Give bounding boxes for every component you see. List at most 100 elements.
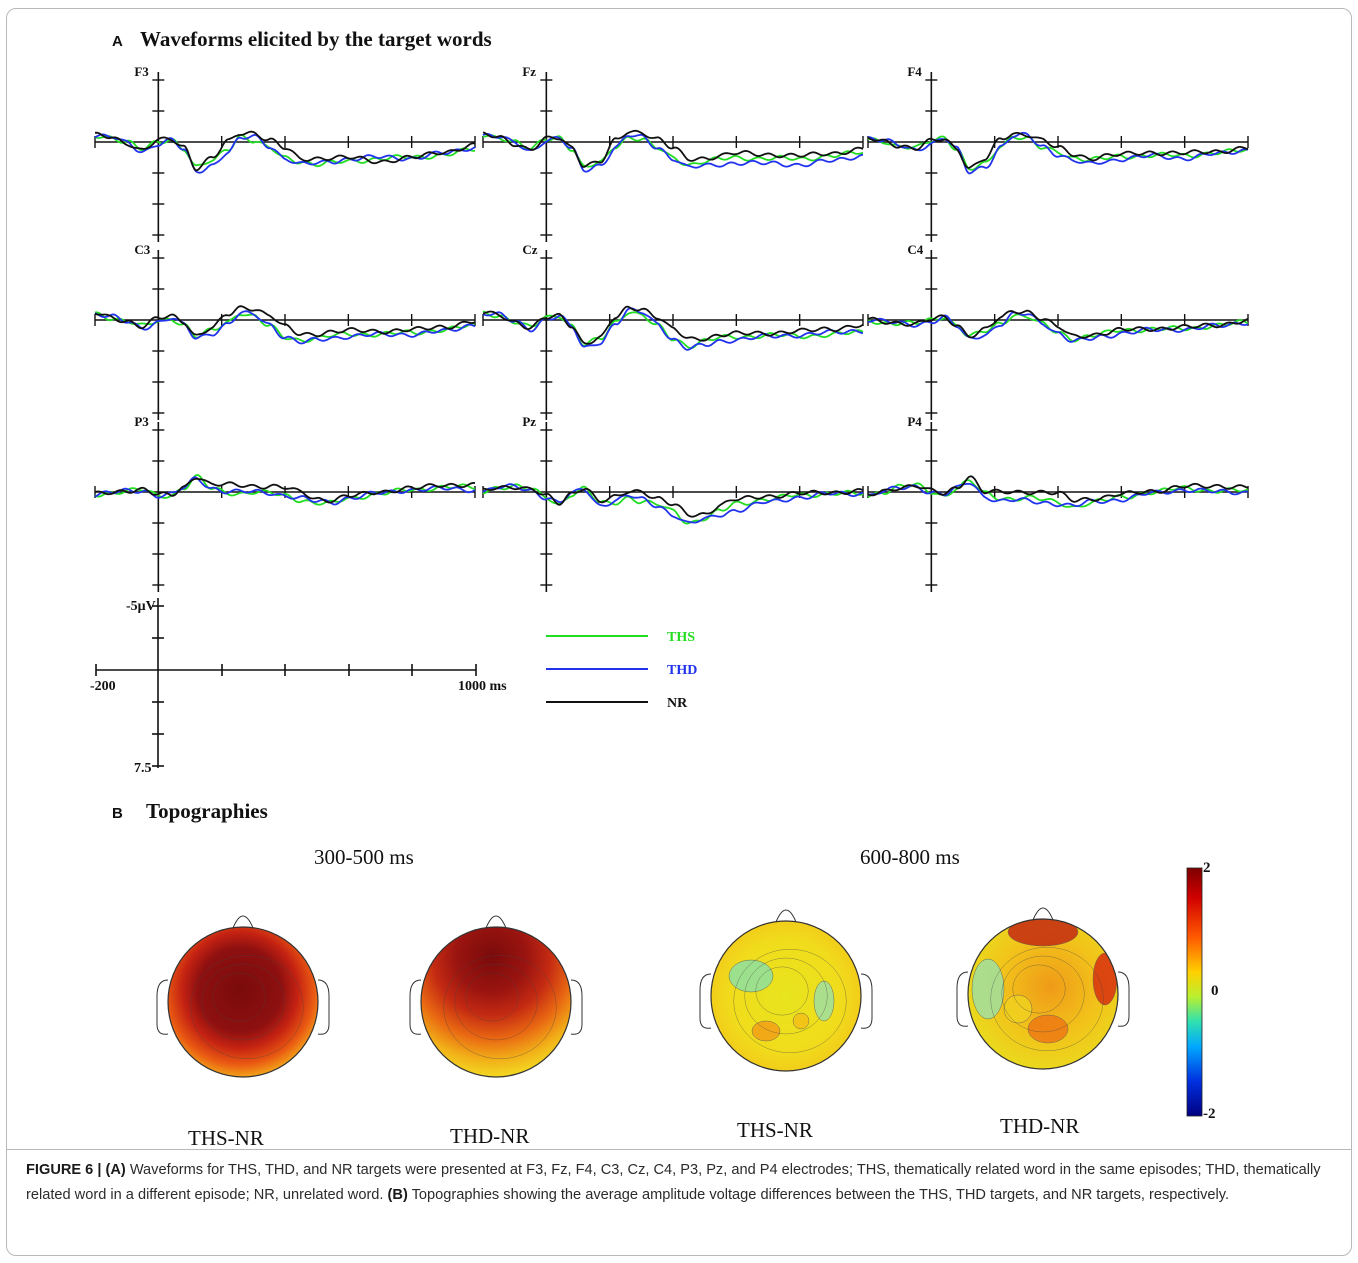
caption-b-tag: (B) [387,1187,408,1203]
legend-label-ths: THS [667,630,695,645]
waveform-grid: F3 Fz F4 C3 Cz C4 P3 Pz P4 [94,64,1249,592]
contour-line [201,963,285,1041]
electrode-plot-f3: F3 [94,64,476,242]
contour-line [190,955,304,1059]
waveform-ths [867,479,1249,508]
waveform-ths [94,474,476,506]
scale-left-label: -200 [90,679,116,694]
contour-region [971,958,1005,1020]
electrode-plot-c4: C4 [867,242,1249,420]
contour-line [1012,964,1066,1014]
window-label-early: 300-500 ms [314,845,414,869]
contour-line [443,955,557,1059]
electrode-plot-p4: P4 [867,414,1249,592]
figure-caption: FIGURE 6 | (A) Waveforms for THS, THD, a… [26,1158,1334,1208]
electrode-label: P3 [134,414,149,429]
topography-head-4 [956,907,1130,1070]
figure-canvas: A Waveforms elicited by the target words… [90,27,1249,1145]
right-ear [570,979,583,1035]
panel-a-letter: A [112,33,123,50]
right-ear [860,973,873,1029]
contour-region [1092,952,1118,1006]
map-label-4: THD-NR [1000,1114,1079,1138]
waveform-nr [867,475,1249,503]
contour-line [733,949,847,1053]
waveform-thd [867,131,1249,175]
waveform-ths [482,134,864,168]
waveform-thd [867,483,1249,508]
waveform-nr [482,129,864,168]
legend: THS THD NR [546,630,697,711]
scalp-map [968,919,1118,1069]
nose [232,915,254,929]
scalp-outline [967,918,1119,1070]
scalp-map [711,921,861,1071]
waveform-nr [482,485,864,518]
contour-line [454,963,538,1041]
electrode-plot-f4: F4 [867,64,1249,242]
electrode-label: F4 [907,64,922,79]
panel-b-letter: B [112,805,123,822]
waveform-nr [94,130,476,172]
left-ear [699,973,712,1029]
map-label-3: THS-NR [737,1118,813,1142]
electrode-label: C3 [134,242,150,257]
waveform-thd [482,483,864,524]
topography-maps [156,907,1130,1078]
contour-region [1027,1014,1069,1044]
contour-line [990,947,1104,1051]
electrode-label: P4 [907,414,922,429]
scalp-outline [167,926,319,1078]
waveform-nr [94,305,476,338]
waveform-nr [867,309,1249,339]
left-ear [409,979,422,1035]
colorbar-min: -2 [1203,1106,1216,1122]
contour-line [1001,955,1085,1033]
colorbar-max: 2 [1203,860,1211,876]
caption-a-text: Waveforms for THS, THD, and NR targets w… [26,1162,1321,1203]
contour-region [751,1020,781,1042]
electrode-plot-fz: Fz [482,64,864,242]
nose [775,909,797,923]
left-ear [156,979,169,1035]
contour-region [1003,994,1033,1024]
panel-a-title: Waveforms elicited by the target words [140,27,492,51]
contour-line [755,966,809,1016]
electrode-label: Fz [522,64,536,79]
topography-head-2 [409,915,583,1078]
electrode-plot-p3: P3 [94,414,476,592]
nose [485,915,507,929]
scalp-outline [710,920,862,1072]
electrode-plot-c3: C3 [94,242,476,420]
contour-line [465,972,519,1022]
scale-top-label: -5μV [126,599,156,614]
left-ear [956,971,969,1027]
nose [1032,907,1054,921]
scale-bottom-label: 7.5 [134,761,152,776]
topography-head-3 [699,909,873,1072]
electrode-plot-pz: Pz [482,414,864,592]
electrode-label: Cz [522,242,537,257]
legend-label-thd: THD [667,663,697,678]
window-label-late: 600-800 ms [860,845,960,869]
panel-b-title: Topographies [146,799,268,823]
figure-frame [6,8,1352,1256]
topography-head-1 [156,915,330,1078]
caption-a-tag: (A) [105,1162,126,1178]
waveform-thd [482,133,864,173]
contour-region [813,980,835,1022]
electrode-label: C4 [907,242,923,257]
colorbar [1186,867,1203,1117]
colorbar-mid: 0 [1211,983,1219,999]
contour-line [212,972,266,1022]
waveform-thd [94,310,476,345]
scalp-map [168,927,318,1077]
right-ear [1117,971,1130,1027]
map-label-1: THS-NR [188,1126,264,1145]
scalp-map [421,927,571,1077]
waveform-nr [867,132,1249,169]
scalp-outline [420,926,572,1078]
contour-region [792,1012,810,1030]
electrode-plot-cz: Cz [482,242,864,420]
contour-region [1007,919,1079,947]
